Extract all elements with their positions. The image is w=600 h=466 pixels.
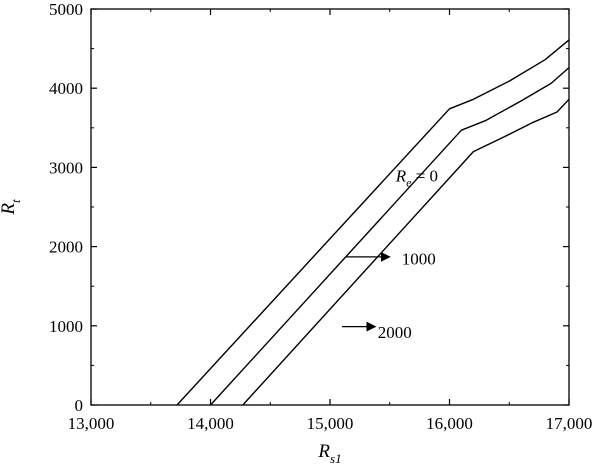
- series-line-3: [242, 98, 570, 406]
- y-tick-label: 0: [75, 396, 84, 415]
- y-tick-label: 1000: [49, 317, 83, 336]
- annotation-label: Re = 0: [395, 166, 438, 189]
- annotations-group: Re = 0 1000 2000: [341, 166, 438, 342]
- y-axis-title: Rt: [0, 199, 23, 216]
- y-tick-label: 3000: [49, 158, 83, 177]
- ticks-group: 13,000 14,000 15,000 16,000 17,000 0 1000 2000 3…: [49, 0, 592, 433]
- x-tick-label: 14,000: [187, 414, 234, 433]
- x-axis-title: Rs1: [317, 441, 341, 466]
- y-tick-label: 5000: [49, 0, 83, 19]
- y-tick-label: 2000: [49, 238, 83, 257]
- x-tick-label: 16,000: [426, 414, 473, 433]
- annotation-label-main: R: [395, 166, 407, 185]
- x-tick-label: 15,000: [307, 414, 354, 433]
- plot-frame-group: [90, 8, 570, 406]
- annotation-label: 1000: [402, 249, 436, 268]
- x-tick-label: 13,000: [68, 414, 115, 433]
- y-tick-label: 4000: [49, 79, 83, 98]
- plot-frame: [90, 8, 570, 406]
- y-axis-title-main: R: [0, 203, 19, 216]
- series-group: [176, 39, 570, 406]
- x-tick-label: 17,000: [546, 414, 593, 433]
- x-axis-title-main: R: [317, 441, 330, 462]
- y-axis-title-sub: t: [8, 199, 23, 203]
- annotation-label-sub: e: [406, 175, 412, 189]
- annotation-label-rest: = 0: [411, 166, 438, 185]
- annotation-label: 2000: [378, 323, 412, 342]
- series-line-2: [209, 67, 570, 406]
- series-line-1: [176, 39, 570, 406]
- x-axis-title-sub: s1: [330, 451, 342, 466]
